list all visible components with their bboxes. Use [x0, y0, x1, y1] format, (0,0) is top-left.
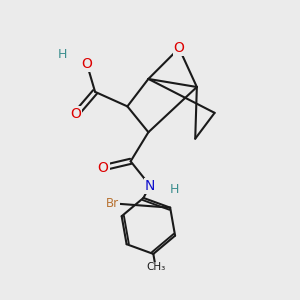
Text: Br: Br: [106, 197, 119, 210]
Text: O: O: [98, 161, 109, 175]
Text: O: O: [82, 57, 92, 71]
Text: O: O: [70, 107, 81, 122]
Text: H: H: [169, 183, 179, 196]
Text: CH₃: CH₃: [146, 262, 165, 272]
Text: N: N: [145, 178, 155, 193]
Text: O: O: [174, 41, 184, 55]
Text: H: H: [58, 48, 68, 61]
